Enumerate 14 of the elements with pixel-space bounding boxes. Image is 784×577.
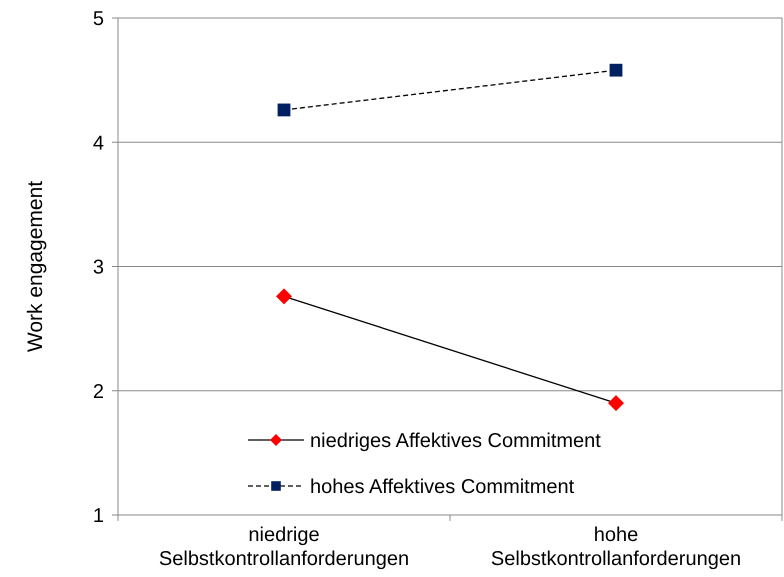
legend-label: hohes Affektives Commitment: [310, 476, 575, 498]
point: [276, 288, 292, 304]
point: [610, 64, 622, 77]
y-tick-label: 4: [92, 132, 104, 154]
y-axis-title: Work engagement: [24, 180, 47, 352]
y-tick-label: 3: [92, 256, 104, 278]
point: [608, 395, 624, 412]
y-tick-label: 1: [92, 505, 104, 527]
legend-label: niedriges Affektives Commitment: [310, 430, 602, 452]
x-tick-label: hohe Selbstkontrollanforderungen: [490, 524, 742, 570]
point: [278, 104, 290, 116]
y-tick-label: 2: [92, 380, 104, 403]
x-tick-label: niedrige Selbstkontrollanforderungen: [158, 524, 410, 570]
y-tick-label: 5: [92, 8, 104, 30]
